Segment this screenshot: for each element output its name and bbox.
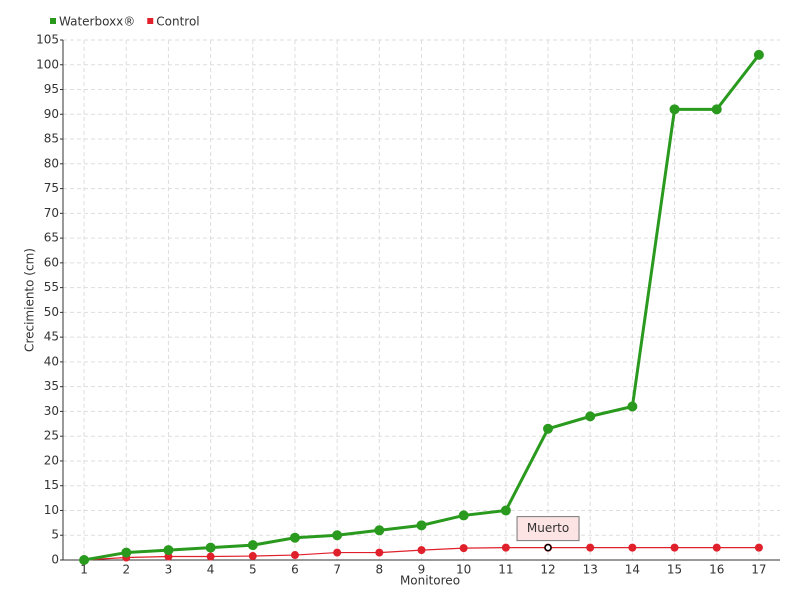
data-point <box>711 104 722 115</box>
legend-label: Waterboxx® <box>59 15 135 29</box>
y-tick-label: 65 <box>44 231 59 245</box>
data-point <box>628 543 637 552</box>
y-tick-label: 75 <box>44 181 59 195</box>
x-tick-label: 7 <box>333 563 341 577</box>
x-tick-label: 17 <box>751 563 766 577</box>
annotation-text: Muerto <box>527 521 569 535</box>
data-point <box>416 520 427 531</box>
data-point <box>163 545 174 556</box>
x-tick-label: 10 <box>456 563 471 577</box>
x-axis-label: Monitoreo <box>400 574 460 588</box>
x-tick-label: 1 <box>80 563 88 577</box>
x-tick-label: 3 <box>165 563 173 577</box>
y-tick-label: 100 <box>36 57 59 71</box>
y-tick-label: 80 <box>44 156 59 170</box>
x-tick-label: 5 <box>249 563 257 577</box>
y-tick-label: 30 <box>44 404 59 418</box>
x-tick-label: 16 <box>709 563 724 577</box>
data-point <box>753 49 764 60</box>
data-point <box>374 525 385 536</box>
data-point <box>248 552 257 561</box>
x-tick-label: 9 <box>418 563 426 577</box>
y-tick-label: 60 <box>44 255 59 269</box>
data-point <box>459 544 468 553</box>
data-point <box>417 546 426 555</box>
y-tick-label: 105 <box>36 33 59 47</box>
data-point <box>375 548 384 557</box>
y-tick-label: 35 <box>44 379 59 393</box>
data-point <box>79 555 90 565</box>
data-point <box>121 547 132 558</box>
legend-swatch <box>50 18 56 24</box>
annotation-box <box>516 516 580 542</box>
x-tick-label: 4 <box>207 563 215 577</box>
data-point <box>290 551 299 560</box>
data-point <box>206 552 215 561</box>
y-tick-label: 45 <box>44 330 59 344</box>
y-tick-label: 70 <box>44 206 59 220</box>
x-tick-label: 6 <box>291 563 299 577</box>
data-point <box>754 543 763 552</box>
y-tick-label: 90 <box>44 107 59 121</box>
data-point <box>500 505 511 516</box>
legend-swatch <box>147 18 154 24</box>
legend-label: Control <box>156 15 199 29</box>
x-tick-label: 15 <box>667 563 682 577</box>
y-tick-label: 20 <box>44 453 59 467</box>
x-tick-label: 2 <box>122 563 130 577</box>
x-tick-label: 12 <box>540 563 555 577</box>
x-tick-label: 14 <box>625 563 640 577</box>
data-point <box>585 411 596 422</box>
y-tick-label: 95 <box>44 82 59 96</box>
y-tick-label: 50 <box>44 305 59 319</box>
annotation-marker <box>544 543 552 552</box>
data-point <box>247 540 258 551</box>
data-point <box>712 543 721 552</box>
data-point <box>333 548 342 557</box>
data-point <box>458 510 469 521</box>
x-tick-label: 8 <box>376 563 384 577</box>
y-axis-label: Crecimiento (cm) <box>23 248 37 352</box>
data-point <box>543 423 554 434</box>
y-tick-label: 5 <box>51 528 59 542</box>
x-tick-label: 13 <box>583 563 598 577</box>
data-point <box>205 542 216 553</box>
data-point <box>670 543 679 552</box>
data-point <box>332 530 343 541</box>
y-tick-label: 0 <box>51 553 59 567</box>
y-tick-label: 85 <box>44 132 59 146</box>
y-tick-label: 40 <box>44 354 59 368</box>
y-tick-label: 55 <box>44 280 59 294</box>
data-point <box>289 532 300 543</box>
data-point <box>669 104 680 115</box>
y-tick-label: 10 <box>44 503 59 517</box>
y-tick-label: 25 <box>44 429 59 443</box>
x-tick-label: 11 <box>498 563 513 577</box>
data-point <box>627 401 638 412</box>
data-point <box>501 543 510 552</box>
data-point <box>586 543 595 552</box>
y-tick-label: 15 <box>44 478 59 492</box>
